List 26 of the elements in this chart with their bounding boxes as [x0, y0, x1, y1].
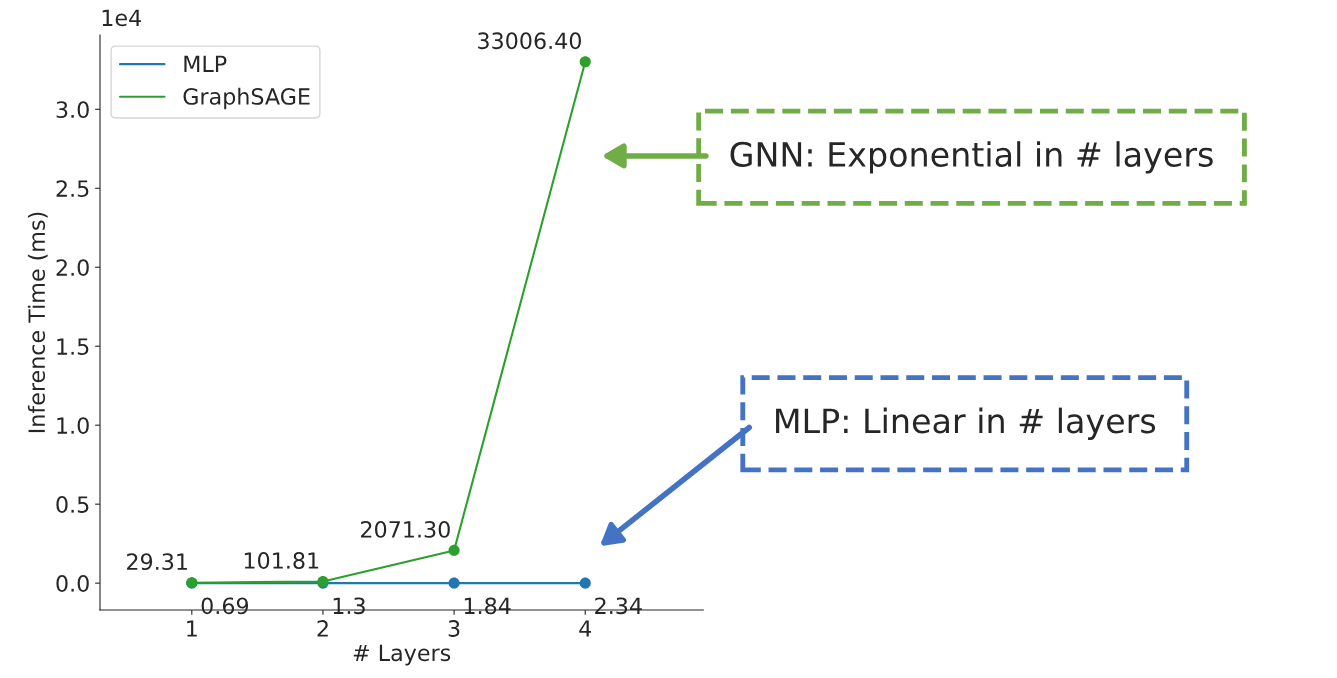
y-axis-title: Inference Time (ms) — [27, 212, 48, 433]
y-tick-label: 3.0 — [56, 101, 89, 119]
text: GNN: Exponential in # layers — [730, 141, 1213, 174]
text: 1e4 — [102, 9, 141, 27]
annotation: 1.3 — [333, 597, 365, 615]
annotation: 2071.30 — [361, 520, 450, 538]
y-tick-label: 2.5 — [56, 180, 89, 198]
y-tick-label: 0.0 — [56, 575, 89, 592]
annotation: 1.84 — [464, 597, 511, 615]
annotation: 101.81 — [244, 552, 319, 569]
annotation: 33006.40 — [478, 32, 581, 50]
legend-label: GraphSAGE — [183, 87, 310, 110]
y-tick-label: 0.5 — [56, 496, 89, 513]
x-tick-label: 3 — [448, 620, 460, 637]
y-tick-label: 1.5 — [57, 338, 89, 355]
x-axis-title: # Layers — [353, 644, 451, 666]
y-tick-label: 1.0 — [57, 417, 89, 434]
annotation: 2.34 — [595, 597, 642, 615]
text: MLP: Linear in # layers — [776, 407, 1156, 440]
x-tick-label: 2 — [317, 620, 328, 637]
x-tick-label: 4 — [579, 620, 592, 637]
x-tick-label: 1 — [187, 620, 197, 637]
annotation: 0.69 — [201, 597, 249, 615]
y-tick-label: 2.0 — [56, 259, 89, 276]
legend-label: MLP — [184, 55, 227, 72]
annotation: 29.31 — [127, 553, 187, 571]
